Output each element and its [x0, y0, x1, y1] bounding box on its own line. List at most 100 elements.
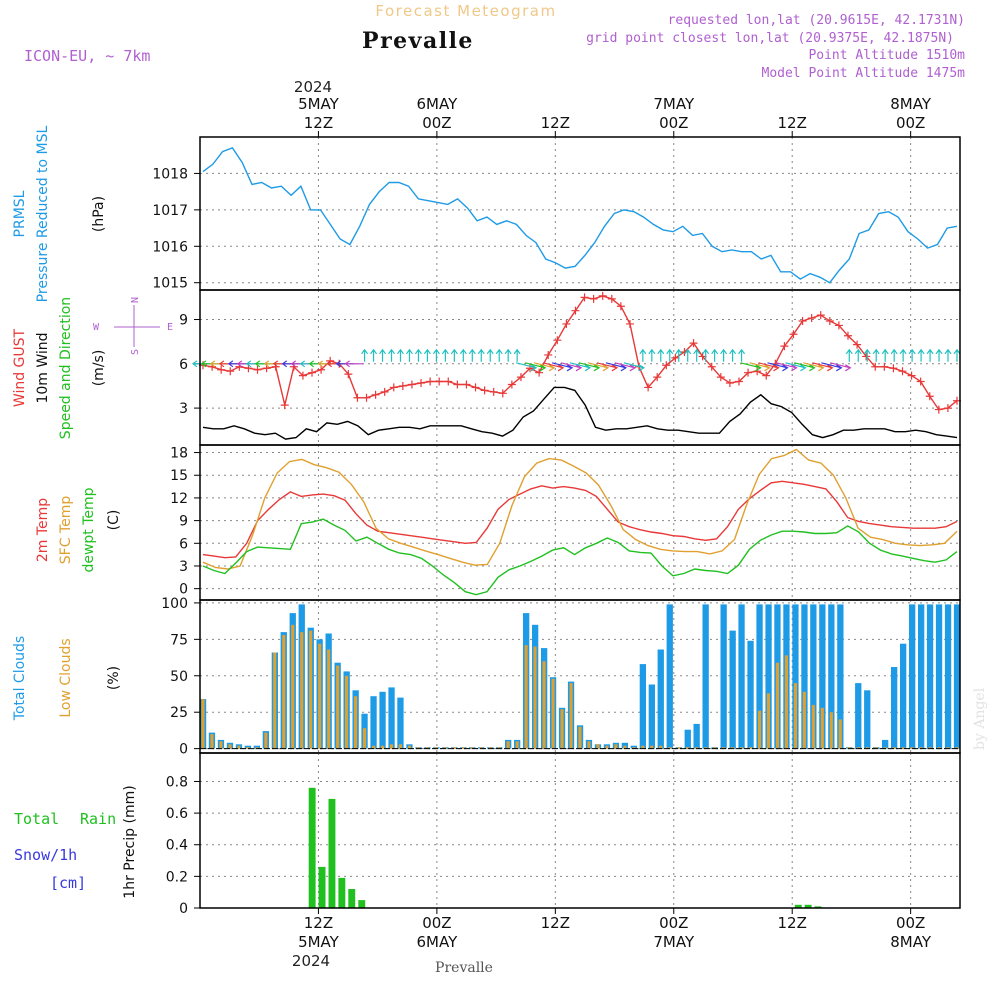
- bar-total-clouds: [684, 729, 691, 749]
- bar-total-clouds: [918, 604, 925, 749]
- bar-low-clouds: [363, 728, 367, 749]
- temp-dewpt-label: dewpt Temp: [81, 487, 97, 572]
- bar-total-clouds: [953, 604, 961, 749]
- wind-direction-arrow: [890, 348, 898, 362]
- bar-low-clouds: [237, 745, 241, 749]
- gust-marker: [226, 367, 235, 376]
- gust-marker: [444, 377, 453, 386]
- bar-total-clouds: [747, 640, 754, 749]
- gust-marker: [762, 371, 771, 380]
- bar-low-clouds: [318, 643, 322, 749]
- gust-marker: [407, 380, 416, 389]
- precip-unit-label: 1hr Precip (mm): [122, 785, 138, 898]
- bar-low-clouds: [784, 655, 788, 749]
- bar-low-clouds: [695, 747, 699, 749]
- bar-total-clouds: [926, 604, 934, 749]
- bar-low-clouds: [479, 747, 483, 749]
- bar-low-clouds: [515, 741, 519, 749]
- bar-total-clouds: [882, 739, 889, 749]
- bar-total-clouds: [855, 683, 862, 749]
- wind-direction-arrow: [450, 348, 458, 362]
- bar-low-clouds: [354, 696, 358, 749]
- y-tick-label: 9: [179, 514, 188, 530]
- gust-marker: [843, 331, 852, 340]
- bar-low-clouds: [587, 741, 591, 749]
- y-tick-label: 3: [179, 401, 188, 417]
- bar-low-clouds: [497, 747, 501, 749]
- gust-marker: [562, 319, 571, 328]
- bar-low-clouds: [506, 741, 510, 749]
- top-hour-label: 12Z: [304, 114, 333, 132]
- bar-low-clouds: [345, 675, 349, 749]
- bar-low-clouds: [264, 732, 268, 749]
- gust-marker: [371, 390, 380, 399]
- bar-total-rain: [338, 877, 346, 908]
- top-date-label: 7MAY: [653, 95, 695, 113]
- bar-total-clouds: [621, 742, 628, 749]
- y-tick-label: 15: [170, 468, 188, 484]
- gust-marker: [725, 379, 734, 387]
- bar-low-clouds: [452, 747, 456, 749]
- wind-direction-arrow: [513, 348, 521, 362]
- wind-direction-arrow: [432, 348, 440, 362]
- bar-total-clouds: [828, 604, 835, 749]
- wind-direction-arrow: [872, 348, 880, 362]
- wind-direction-arrow: [684, 348, 692, 362]
- y-tick-label: 6: [179, 536, 188, 552]
- bar-total-clouds: [244, 745, 251, 749]
- gust-marker: [544, 350, 553, 359]
- gust-marker: [662, 361, 671, 370]
- panel-frame: [199, 136, 961, 291]
- bar-low-clouds: [551, 678, 555, 749]
- gust-marker: [308, 368, 317, 377]
- series-line-wind-gust: [202, 295, 958, 411]
- y-tick-label: 0.4: [166, 838, 188, 854]
- bottom-hour-label: 12Z: [778, 914, 807, 932]
- top-hour-label: 00Z: [422, 114, 451, 132]
- bar-low-clouds: [560, 709, 564, 749]
- wind-direction-arrow: [486, 348, 494, 362]
- bottom-date-label: 5MAY: [298, 933, 340, 951]
- wind-direction-arrow: [830, 362, 852, 372]
- bottom-date-label: 8MAY: [890, 933, 932, 951]
- gust-marker: [689, 339, 698, 348]
- precip-snow-unit-label: [cm]: [50, 874, 86, 892]
- bar-low-clouds: [838, 719, 842, 749]
- bar-total-clouds: [648, 684, 655, 749]
- bottom-hour-label: 00Z: [896, 914, 925, 932]
- bar-low-clouds: [722, 747, 726, 749]
- bar-total-clouds: [792, 604, 799, 749]
- pressure-unit-label: (hPa): [91, 196, 107, 232]
- wind-direction-arrow: [711, 348, 719, 362]
- wind-direction-arrow: [441, 348, 449, 362]
- bar-low-clouds: [749, 747, 753, 749]
- wind-direction-arrow: [812, 362, 834, 372]
- bar-low-clouds: [605, 745, 609, 749]
- bar-total-clouds: [738, 604, 745, 749]
- y-tick-label: 0: [179, 742, 188, 758]
- bar-low-clouds: [802, 691, 806, 749]
- gust-marker: [916, 377, 925, 386]
- clouds-unit-label: (%): [106, 666, 122, 690]
- wind-direction-arrow: [776, 362, 798, 372]
- bar-low-clouds: [569, 683, 573, 749]
- gust-marker: [507, 380, 516, 389]
- gust-marker: [880, 362, 889, 371]
- page-title: Prevalle: [362, 28, 474, 54]
- y-tick-label: 9: [179, 313, 188, 329]
- bar-low-clouds: [578, 726, 582, 749]
- bar-low-clouds: [829, 712, 833, 749]
- y-tick-label: 1017: [152, 203, 188, 219]
- wind-direction-arrow: [587, 362, 610, 372]
- gust-marker: [317, 365, 326, 374]
- y-tick-label: 25: [170, 705, 188, 721]
- wind-direction-arrow: [738, 348, 746, 362]
- wind-direction-arrow: [881, 348, 889, 362]
- gust-marker: [789, 330, 798, 339]
- y-tick-label: 75: [170, 632, 188, 648]
- bar-low-clouds: [309, 630, 313, 749]
- y-tick-label: 0.8: [166, 774, 188, 790]
- wind-direction-arrow: [578, 362, 601, 372]
- bar-total-clouds: [935, 604, 943, 749]
- y-tick-label: 50: [170, 669, 188, 685]
